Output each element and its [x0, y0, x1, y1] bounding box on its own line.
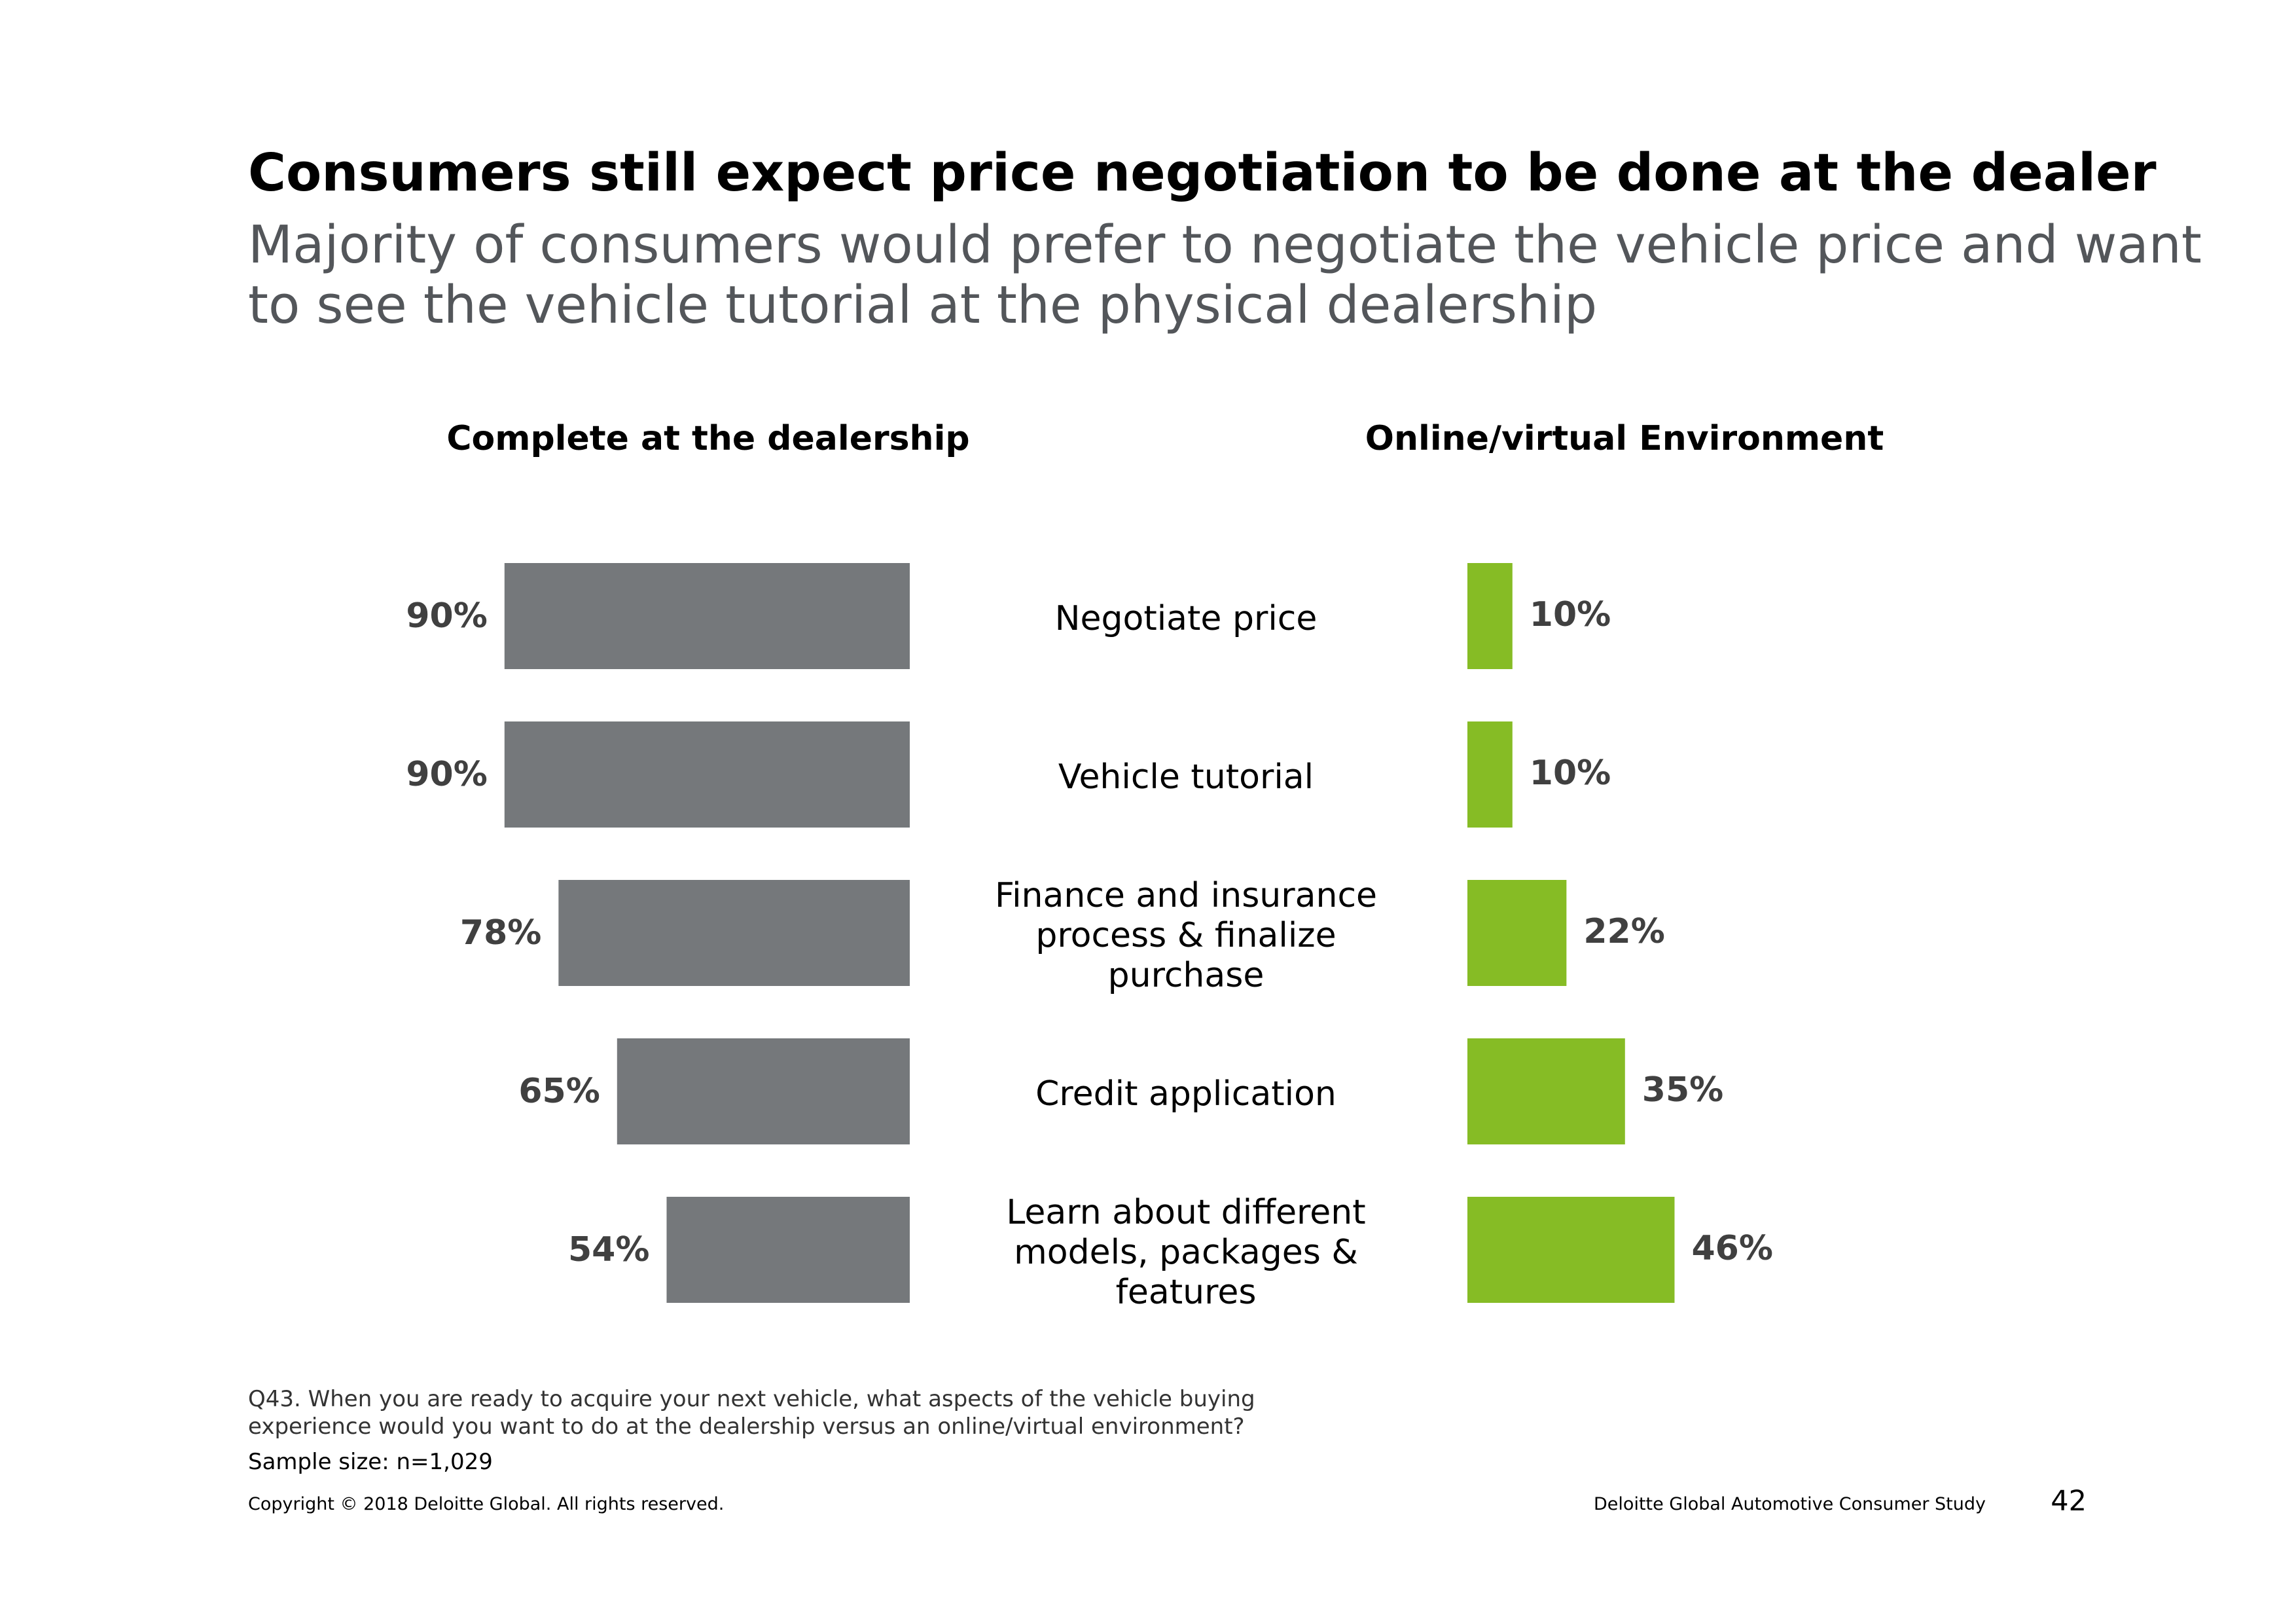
- dealership-value-label-4: 65%: [518, 1072, 600, 1111]
- category-label-3-line-1: Finance and insurance: [995, 876, 1377, 915]
- category-label-4: Credit application: [1035, 1074, 1336, 1114]
- online-bar-4: [1467, 1038, 1625, 1144]
- online-bar-1: [1467, 563, 1513, 669]
- copyright: Copyright © 2018 Deloitte Global. All ri…: [248, 1494, 725, 1514]
- online-bar-5: [1467, 1197, 1675, 1303]
- dealership-value-label-2: 90%: [406, 755, 487, 794]
- page-title: Consumers still expect price negotiation…: [248, 143, 2157, 203]
- dealership-bar-4: [617, 1038, 910, 1144]
- online-value-label-1: 10%: [1530, 595, 1611, 634]
- online-column-heading: Online/virtual Environment: [1365, 419, 1884, 458]
- online-bar-3: [1467, 880, 1567, 986]
- dealership-value-label-5: 54%: [568, 1230, 649, 1269]
- category-label-5-line-3: features: [1116, 1273, 1257, 1312]
- dealership-bar-5: [666, 1197, 910, 1303]
- study-name: Deloitte Global Automotive Consumer Stud…: [1594, 1494, 1986, 1514]
- category-label-2: Vehicle tutorial: [1058, 757, 1314, 797]
- page-subtitle: Majority of consumers would prefer to ne…: [248, 215, 2202, 335]
- category-label-5-line-1: Learn about different: [1006, 1193, 1365, 1232]
- sample-size: Sample size: n=1,029: [248, 1449, 493, 1475]
- online-value-label-4: 35%: [1642, 1070, 1723, 1110]
- dealership-value-label-1: 90%: [406, 596, 487, 636]
- dealership-bar-2: [504, 721, 910, 828]
- page-number: 42: [2051, 1485, 2087, 1518]
- category-label-3-line-2: process & finalize: [1035, 916, 1336, 955]
- online-value-label-5: 46%: [1691, 1229, 1772, 1268]
- online-value-label-2: 10%: [1530, 754, 1611, 793]
- online-value-label-3: 22%: [1583, 912, 1664, 951]
- category-label-5-line-2: models, packages &: [1014, 1233, 1358, 1272]
- dealership-column-heading: Complete at the dealership: [446, 419, 970, 458]
- survey-question: Q43. When you are ready to acquire your …: [248, 1386, 1255, 1440]
- dealership-bar-1: [504, 563, 910, 669]
- category-label-1: Negotiate price: [1055, 599, 1318, 638]
- dealership-bar-3: [558, 880, 910, 986]
- online-bar-2: [1467, 721, 1513, 828]
- category-label-3-line-3: purchase: [1108, 956, 1265, 995]
- dealership-value-label-3: 78%: [460, 913, 541, 953]
